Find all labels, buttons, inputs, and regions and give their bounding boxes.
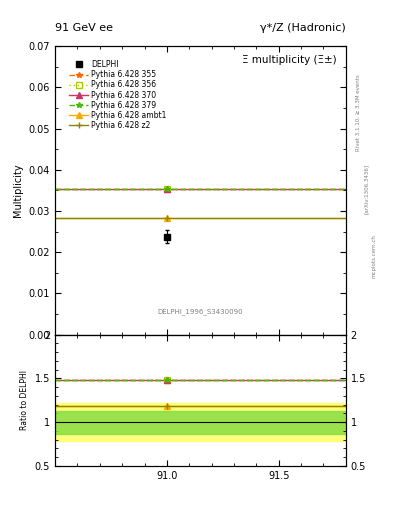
Text: 91 GeV ee: 91 GeV ee bbox=[55, 23, 113, 33]
Text: DELPHI_1996_S3430090: DELPHI_1996_S3430090 bbox=[158, 308, 243, 314]
Text: γ*/Z (Hadronic): γ*/Z (Hadronic) bbox=[260, 23, 346, 33]
Y-axis label: Multiplicity: Multiplicity bbox=[13, 164, 23, 217]
Text: Ξ multiplicity (Ξ±): Ξ multiplicity (Ξ±) bbox=[242, 55, 337, 65]
Y-axis label: Ratio to DELPHI: Ratio to DELPHI bbox=[20, 370, 29, 430]
Legend: DELPHI, Pythia 6.428 355, Pythia 6.428 356, Pythia 6.428 370, Pythia 6.428 379, : DELPHI, Pythia 6.428 355, Pythia 6.428 3… bbox=[68, 58, 168, 132]
Text: [arXiv:1306.3436]: [arXiv:1306.3436] bbox=[364, 164, 369, 215]
Text: mcplots.cern.ch: mcplots.cern.ch bbox=[371, 234, 376, 278]
Text: Rivet 3.1.10, ≥ 3.3M events: Rivet 3.1.10, ≥ 3.3M events bbox=[356, 74, 361, 151]
